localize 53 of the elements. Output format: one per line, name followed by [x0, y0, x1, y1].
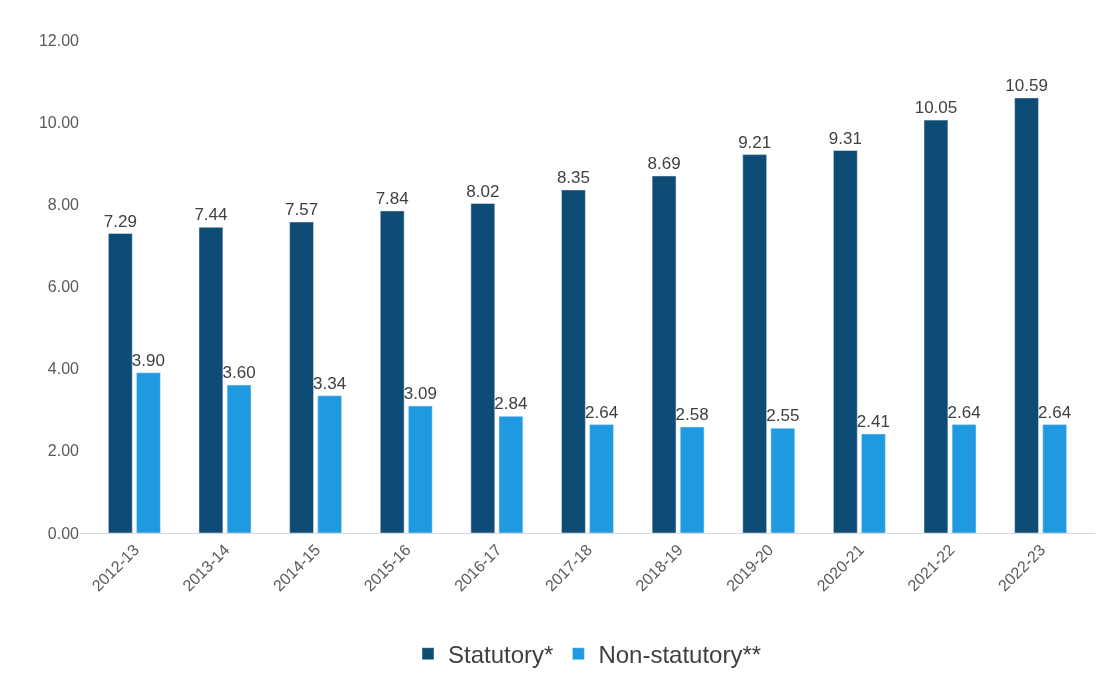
data-label: 2.55 [766, 406, 800, 426]
data-label: 3.90 [131, 350, 165, 370]
data-label: 10.59 [1005, 75, 1048, 95]
y-tick-label: 8.00 [47, 195, 80, 213]
y-tick-label: 2.00 [47, 442, 80, 460]
data-label: 2.64 [585, 402, 619, 422]
bar [198, 227, 224, 533]
data-label: 2.58 [675, 405, 709, 425]
bar [470, 203, 496, 533]
data-label: 9.21 [738, 132, 772, 152]
y-tick-label: 12.00 [38, 31, 80, 49]
bar [408, 405, 433, 533]
data-label: 2.84 [494, 394, 528, 414]
bar [861, 433, 886, 533]
data-label: 7.57 [285, 200, 319, 219]
y-tick-label: 6.00 [47, 278, 80, 296]
legend-label: Non-statutory** [598, 641, 762, 669]
data-label: 3.34 [313, 373, 347, 393]
bar [651, 175, 677, 533]
bar [923, 119, 949, 533]
data-label: 2.64 [947, 402, 981, 422]
bar [833, 150, 858, 533]
data-label: 9.31 [828, 128, 862, 148]
bar [289, 221, 314, 533]
data-label: 3.09 [403, 384, 437, 404]
bar [679, 426, 705, 533]
data-label: 8.69 [647, 153, 681, 173]
data-label: 7.84 [375, 188, 409, 208]
legend-label: Statutory* [448, 641, 554, 669]
bar [770, 427, 795, 533]
data-label: 8.35 [556, 167, 590, 187]
bar [226, 384, 252, 533]
data-label: 10.05 [914, 98, 958, 118]
bar [1042, 424, 1067, 533]
data-label: 3.60 [222, 363, 256, 383]
data-label: 2.64 [1038, 402, 1072, 422]
data-label: 7.29 [103, 211, 137, 231]
bar [1014, 97, 1039, 533]
data-label: 2.41 [856, 411, 890, 431]
y-tick-label: 0.00 [47, 524, 80, 542]
bar [380, 210, 405, 533]
bar [136, 372, 161, 533]
bar [742, 154, 767, 533]
data-label: 8.02 [466, 181, 500, 201]
bar [498, 416, 524, 533]
bar [589, 424, 614, 533]
y-tick-label: 4.00 [47, 360, 80, 378]
bar [108, 233, 133, 533]
bar [317, 395, 342, 533]
data-label: 7.44 [194, 205, 228, 225]
bar [561, 189, 586, 533]
y-tick-label: 10.00 [38, 113, 80, 131]
bar [951, 424, 977, 533]
